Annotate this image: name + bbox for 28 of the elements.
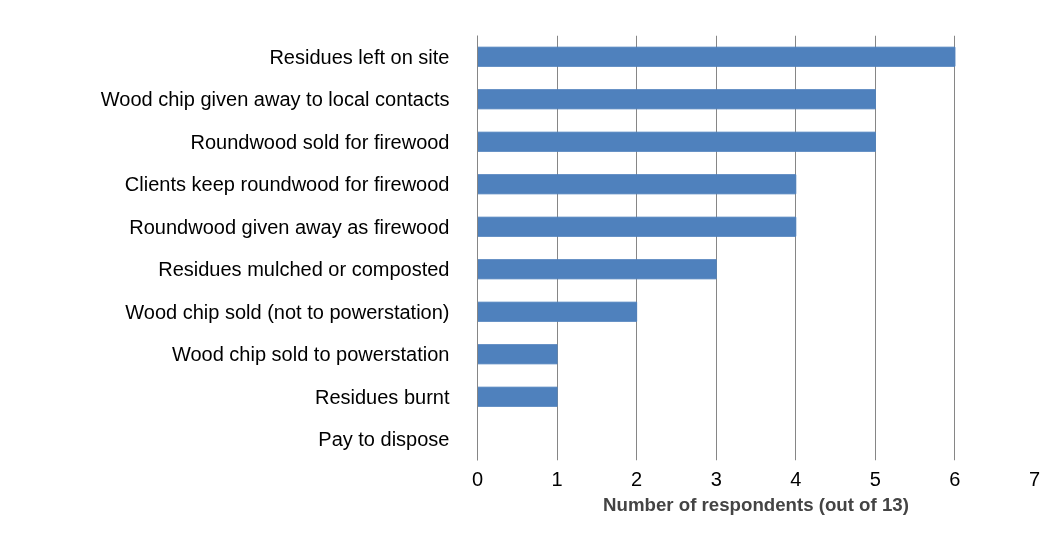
bar [477, 131, 876, 152]
bar [477, 216, 797, 237]
x-tick-label: 3 [710, 467, 722, 490]
y-tick-label: Pay to dispose [318, 428, 450, 451]
x-axis-title: Number of respondents (out of 13) [603, 493, 909, 515]
x-tick-label: 7 [1028, 467, 1041, 490]
x-tick-label: 6 [949, 467, 961, 490]
y-tick-label: Roundwood sold for firewood [190, 130, 450, 153]
y-tick-label: Wood chip given away to local contacts [100, 88, 450, 111]
bar [477, 301, 638, 322]
bar [477, 89, 876, 110]
bar [477, 259, 717, 280]
y-tick-label: Clients keep roundwood for firewood [124, 173, 450, 196]
bar [477, 344, 558, 365]
bar [477, 174, 797, 195]
x-tick-label: 1 [551, 467, 563, 490]
y-tick-label: Residues burnt [314, 385, 450, 408]
bar [477, 46, 956, 67]
y-tick-label: Wood chip sold (not to powerstation) [125, 300, 450, 323]
x-tick-label: 4 [790, 467, 802, 490]
y-tick-label: Residues left on site [269, 45, 450, 68]
x-tick-label: 0 [471, 467, 484, 490]
y-tick-label: Roundwood given away as firewood [129, 215, 450, 238]
x-tick-label: 5 [869, 467, 881, 490]
y-tick-label: Residues mulched or composted [158, 258, 450, 281]
x-tick-label: 2 [631, 467, 643, 490]
y-tick-label: Wood chip sold to powerstation [171, 343, 450, 366]
bar [477, 386, 558, 407]
